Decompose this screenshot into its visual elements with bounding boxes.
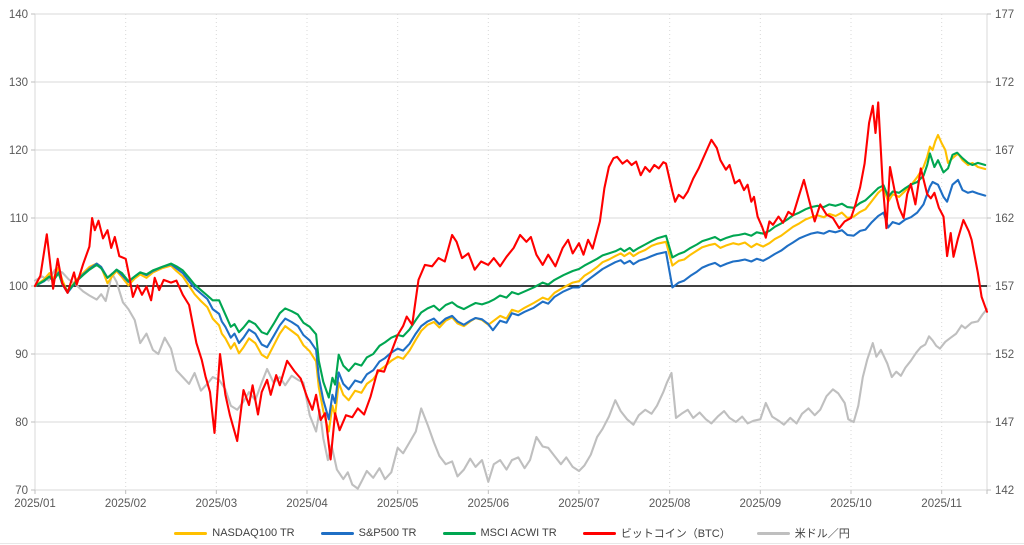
legend-line-swatch-msci-acwi-tr — [442, 531, 476, 535]
x-axis-tick-label: 2025/07 — [558, 498, 600, 510]
y-axis-left-tick-label: 130 — [9, 77, 28, 89]
legend-label-usd-jpy: 米ドル／円 — [794, 528, 850, 540]
y-axis-right-tick-label: 142 — [995, 485, 1014, 497]
y-axis-left-tick-label: 80 — [15, 417, 28, 429]
x-axis-tick-label: 2025/08 — [649, 498, 691, 510]
y-axis-right-tick-label: 157 — [995, 281, 1014, 293]
y-axis-left-tick-label: 120 — [9, 145, 28, 157]
y-axis-right-tick-label: 172 — [995, 77, 1014, 89]
y-axis-right-tick-label: 152 — [995, 349, 1014, 361]
legend-item-bitcoin-btc: ビットコイン（BTC） — [582, 525, 731, 541]
x-axis-tick-label: 2025/04 — [286, 498, 328, 510]
x-axis-tick-label: 2025/01 — [14, 498, 56, 510]
y-axis-left-tick-label: 140 — [9, 9, 28, 21]
legend-line-swatch-sp500-tr — [320, 531, 354, 535]
x-axis-tick-label: 2025/06 — [468, 498, 510, 510]
bottom-divider — [0, 543, 1024, 544]
y-axis-left-tick-label: 110 — [10, 213, 28, 225]
legend-label-nasdaq100-tr: NASDAQ100 TR — [212, 527, 295, 539]
legend-label-bitcoin-btc: ビットコイン（BTC） — [620, 528, 731, 540]
series-line-sp500-tr — [33, 178, 987, 421]
legend-item-sp500-tr: S&P500 TR — [320, 527, 417, 539]
legend-line-swatch-nasdaq100-tr — [174, 531, 208, 535]
series-line-msci-acwi-tr — [33, 151, 987, 399]
y-axis-right-tick-label: 167 — [995, 145, 1014, 157]
y-axis-left-tick-label: 100 — [9, 281, 28, 293]
legend-item-usd-jpy: 米ドル／円 — [756, 525, 850, 541]
legend-item-msci-acwi-tr: MSCI ACWI TR — [442, 527, 557, 539]
x-axis-tick-label: 2025/02 — [105, 498, 147, 510]
legend-label-msci-acwi-tr: MSCI ACWI TR — [480, 527, 557, 539]
legend-line-swatch-usd-jpy — [756, 531, 790, 535]
x-axis-tick-label: 2025/09 — [740, 498, 782, 510]
series-line-usd-jpy — [33, 268, 989, 490]
legend-label-sp500-tr: S&P500 TR — [358, 527, 417, 539]
x-axis-tick-label: 2025/10 — [830, 498, 872, 510]
y-axis-left-tick-label: 70 — [15, 485, 28, 497]
y-axis-right-tick-label: 147 — [995, 417, 1014, 429]
legend-item-nasdaq100-tr: NASDAQ100 TR — [174, 527, 295, 539]
series-line-bitcoin-btc — [33, 101, 989, 461]
x-axis-tick-label: 2025/11 — [921, 498, 962, 510]
x-axis-tick-label: 2025/05 — [377, 498, 419, 510]
chart-legend: NASDAQ100 TR S&P500 TR MSCI ACWI TR ビットコイン（… — [0, 523, 1024, 543]
x-axis-tick-label: 2025/03 — [196, 498, 238, 510]
y-axis-right-tick-label: 177 — [995, 9, 1014, 21]
legend-line-swatch-bitcoin-btc — [582, 531, 616, 535]
y-axis-right-tick-label: 162 — [995, 213, 1014, 225]
y-axis-left-tick-label: 90 — [15, 349, 28, 361]
